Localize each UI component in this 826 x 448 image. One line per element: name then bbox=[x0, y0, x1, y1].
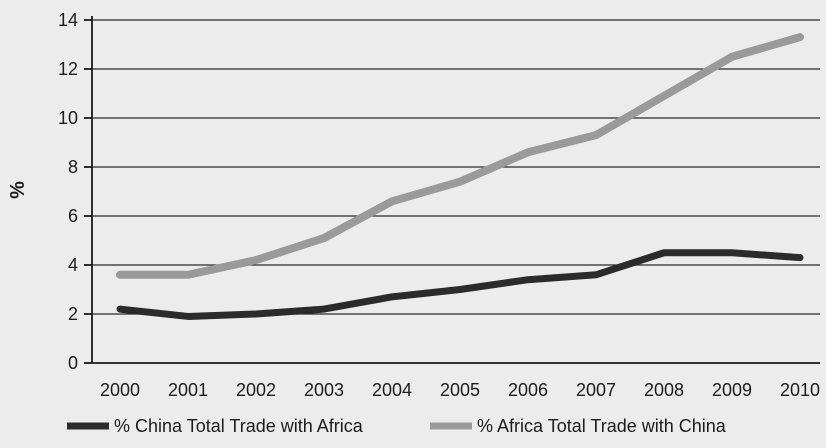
y-tick-label: 8 bbox=[68, 157, 78, 177]
y-tick-label: 2 bbox=[68, 304, 78, 324]
series-line bbox=[116, 33, 804, 279]
x-tick-label: 2006 bbox=[508, 380, 548, 400]
axes bbox=[84, 16, 820, 364]
legend: % China Total Trade with Africa % Africa … bbox=[67, 416, 727, 436]
series-line bbox=[116, 249, 804, 320]
x-tick-label: 2010 bbox=[780, 380, 820, 400]
y-tick-label: 12 bbox=[58, 59, 78, 79]
x-tick-label: 2004 bbox=[372, 380, 412, 400]
x-tick-labels: 2000 2001 2002 2003 2004 2005 2006 2007 2008 2009… bbox=[100, 380, 820, 400]
legend-label: % Africa Total Trade with China bbox=[477, 416, 727, 436]
series-lines bbox=[116, 33, 804, 320]
x-tick-label: 2000 bbox=[100, 380, 140, 400]
x-tick-label: 2009 bbox=[712, 380, 752, 400]
legend-label: % China Total Trade with Africa bbox=[114, 416, 364, 436]
x-tick-label: 2008 bbox=[644, 380, 684, 400]
gridlines bbox=[92, 19, 820, 315]
y-axis-label: % bbox=[7, 181, 29, 199]
x-tick-label: 2001 bbox=[168, 380, 208, 400]
x-tick-label: 2007 bbox=[576, 380, 616, 400]
y-tick-label: 0 bbox=[68, 353, 78, 373]
y-tick-label: 6 bbox=[68, 206, 78, 226]
x-tick-label: 2005 bbox=[440, 380, 480, 400]
y-tick-labels: 0 2 4 6 8 10 12 14 bbox=[58, 10, 78, 373]
y-tick-label: 10 bbox=[58, 108, 78, 128]
y-tick-label: 14 bbox=[58, 10, 78, 30]
x-tick-label: 2003 bbox=[304, 380, 344, 400]
y-tick-label: 4 bbox=[68, 255, 78, 275]
x-tick-label: 2002 bbox=[236, 380, 276, 400]
